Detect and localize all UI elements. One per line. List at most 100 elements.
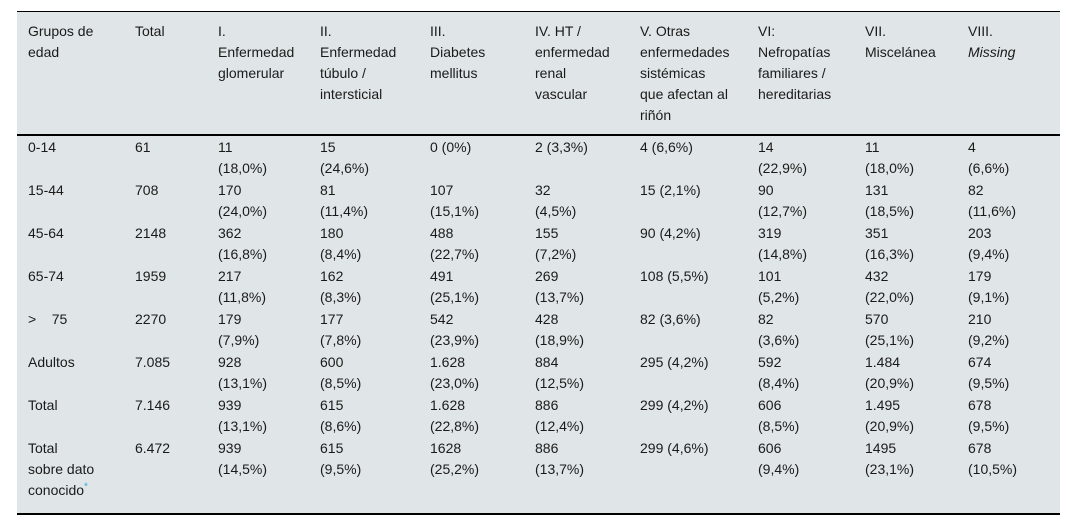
- row-label: 65-74: [17, 265, 124, 308]
- table-row: > 75 2270 179 (7,9%) 177 (7,8%) 542 (23,9%) 4…: [17, 308, 1060, 351]
- row-label: Total: [17, 394, 124, 437]
- col-header-line: vascular: [535, 86, 588, 102]
- row-label-text: 65-74: [28, 268, 64, 284]
- row-label: > 75: [17, 308, 124, 351]
- table-cell: 351 (16,3%): [865, 225, 915, 262]
- col-header-line: IV. HT /: [535, 23, 581, 39]
- table-cell: 678 (10,5%): [968, 440, 1018, 477]
- row-label-text: Total: [28, 397, 58, 413]
- table-cell: 1628 (25,2%): [430, 440, 480, 477]
- table-cell: 432 (22,0%): [865, 268, 915, 305]
- table-cell: 61: [135, 139, 151, 155]
- table-cell: 928 (13,1%): [218, 354, 268, 391]
- table-cell: 362 (16,8%): [218, 225, 268, 262]
- col-header-line: sistémicas: [640, 65, 706, 81]
- table-cell: 155 (7,2%): [535, 225, 577, 262]
- table-cell: 0 (0%): [430, 139, 472, 155]
- col-header-line: intersticial: [320, 86, 383, 102]
- col-header-line: III.: [430, 23, 446, 39]
- table-cell: 606 (9,4%): [758, 440, 800, 477]
- table-cell: 542 (23,9%): [430, 311, 480, 348]
- table-cell: 32 (4,5%): [535, 182, 577, 219]
- table-cell: 570 (25,1%): [865, 311, 915, 348]
- header-row: Grupos de edad Total I. Enfermedad glomerular…: [17, 11, 1060, 136]
- table-cell: 15 (2,1%): [640, 182, 701, 198]
- table-cell: 299 (4,6%): [640, 440, 709, 456]
- table-cell: 708: [135, 182, 159, 198]
- table-cell: 131 (18,5%): [865, 182, 915, 219]
- table-cell: 295 (4,2%): [640, 354, 709, 370]
- row-label-text: 45-64: [28, 225, 64, 241]
- table-cell: 4 (6,6%): [968, 139, 1010, 176]
- table-cell: 11 (18,0%): [865, 139, 915, 176]
- col-header-line: VIII.: [968, 23, 993, 39]
- table-cell: 2 (3,3%): [535, 139, 588, 155]
- table-row: 65-74 1959 217 (11,8%) 162 (8,3%) 491 (25,1%…: [17, 265, 1060, 308]
- table-cell: 170 (24,0%): [218, 182, 268, 219]
- col-header-line: hereditarias: [758, 86, 832, 102]
- col-header-line: Grupos de: [28, 23, 94, 39]
- table-cell: 1.628 (22,8%): [430, 397, 480, 434]
- table-cell: 428 (18,9%): [535, 311, 585, 348]
- table-cell: 6.472: [135, 440, 171, 456]
- row-label: 45-64: [17, 222, 124, 265]
- col-header-miscelanea: VII. Miscelánea: [854, 11, 957, 136]
- table-cell: 319 (14,8%): [758, 225, 808, 262]
- col-header-line: que afectan al: [640, 86, 728, 102]
- table-cell: 2148: [135, 225, 167, 241]
- table-cell: 162 (8,3%): [320, 268, 362, 305]
- table-cell: 107 (15,1%): [430, 182, 480, 219]
- row-label: Adultos: [17, 351, 124, 394]
- table-cell: 82 (3,6%): [640, 311, 701, 327]
- col-header-line: riñón: [640, 107, 672, 123]
- col-header-line: I.: [218, 23, 226, 39]
- table-cell: 678 (9,5%): [968, 397, 1010, 434]
- table-cell: 81 (11,4%): [320, 182, 368, 219]
- table-row: Total sobre dato conocido* 6.472 939 (14,5…: [17, 437, 1060, 514]
- col-header-grupos-de-edad: Grupos de edad: [17, 11, 124, 136]
- col-header-line: II.: [320, 23, 332, 39]
- row-label-text: 0-14: [28, 139, 57, 155]
- table-header: Grupos de edad Total I. Enfermedad glomerular…: [17, 11, 1060, 136]
- table-row: 45-64 2148 362 (16,8%) 180 (8,4%) 488 (22,7%…: [17, 222, 1060, 265]
- row-label-text: 15-44: [28, 182, 64, 198]
- col-header-line: Diabetes: [430, 44, 486, 60]
- col-header-total: Total: [124, 11, 207, 136]
- col-header-missing: VIII. Missing: [957, 11, 1060, 136]
- col-header-line: glomerular: [218, 65, 285, 81]
- table-cell: 299 (4,2%): [640, 397, 709, 413]
- col-header-enfermedad-glomerular: I. Enfermedad glomerular: [207, 11, 309, 136]
- table-cell: 2270: [135, 311, 167, 327]
- table-row: Total 7.146 939 (13,1%) 615 (8,6%) 1.628 (22…: [17, 394, 1060, 437]
- table-cell: 14 (22,9%): [758, 139, 808, 176]
- table-cell: 11 (18,0%): [218, 139, 268, 176]
- footnote-marker[interactable]: *: [84, 481, 88, 493]
- col-header-line: enfermedades: [640, 44, 730, 60]
- col-header-line: VII.: [865, 23, 887, 39]
- table-cell: 7.085: [135, 354, 171, 370]
- table-cell: 82 (3,6%): [758, 311, 800, 348]
- ckd-etiology-by-age-table: Grupos de edad Total I. Enfermedad glomerular…: [17, 11, 1060, 515]
- table-cell: 101 (5,2%): [758, 268, 800, 305]
- col-header-line: Enfermedad: [218, 44, 295, 60]
- table-cell: 90 (12,7%): [758, 182, 808, 219]
- table-cell: 615 (8,6%): [320, 397, 362, 434]
- col-header-line: túbulo /: [320, 65, 366, 81]
- table-cell: 491 (25,1%): [430, 268, 480, 305]
- row-label: 15-44: [17, 179, 124, 222]
- col-header-line: renal: [535, 65, 567, 81]
- table-cell: 4 (6,6%): [640, 139, 693, 155]
- table-cell: 90 (4,2%): [640, 225, 701, 241]
- table-cell: 210 (9,2%): [968, 311, 1010, 348]
- row-label-text: Adultos: [28, 354, 75, 370]
- table-cell: 177 (7,8%): [320, 311, 362, 348]
- col-header-line: VI:: [758, 23, 776, 39]
- col-header-enfermedad-tubulo-intersticial: II. Enfermedad túbulo / intersticial: [309, 11, 419, 136]
- table-cell: 1.484 (20,9%): [865, 354, 915, 391]
- table-cell: 1.495 (20,9%): [865, 397, 915, 434]
- table-row: 15-44 708 170 (24,0%) 81 (11,4%) 107 (15,1%)…: [17, 179, 1060, 222]
- table-cell: 615 (9,5%): [320, 440, 362, 477]
- table-row: 0-14 61 11 (18,0%) 15 (24,6%) 0 (0%) 2 (3,3%)…: [17, 135, 1060, 179]
- table-cell: 15 (24,6%): [320, 139, 370, 176]
- table-cell: 600 (8,5%): [320, 354, 362, 391]
